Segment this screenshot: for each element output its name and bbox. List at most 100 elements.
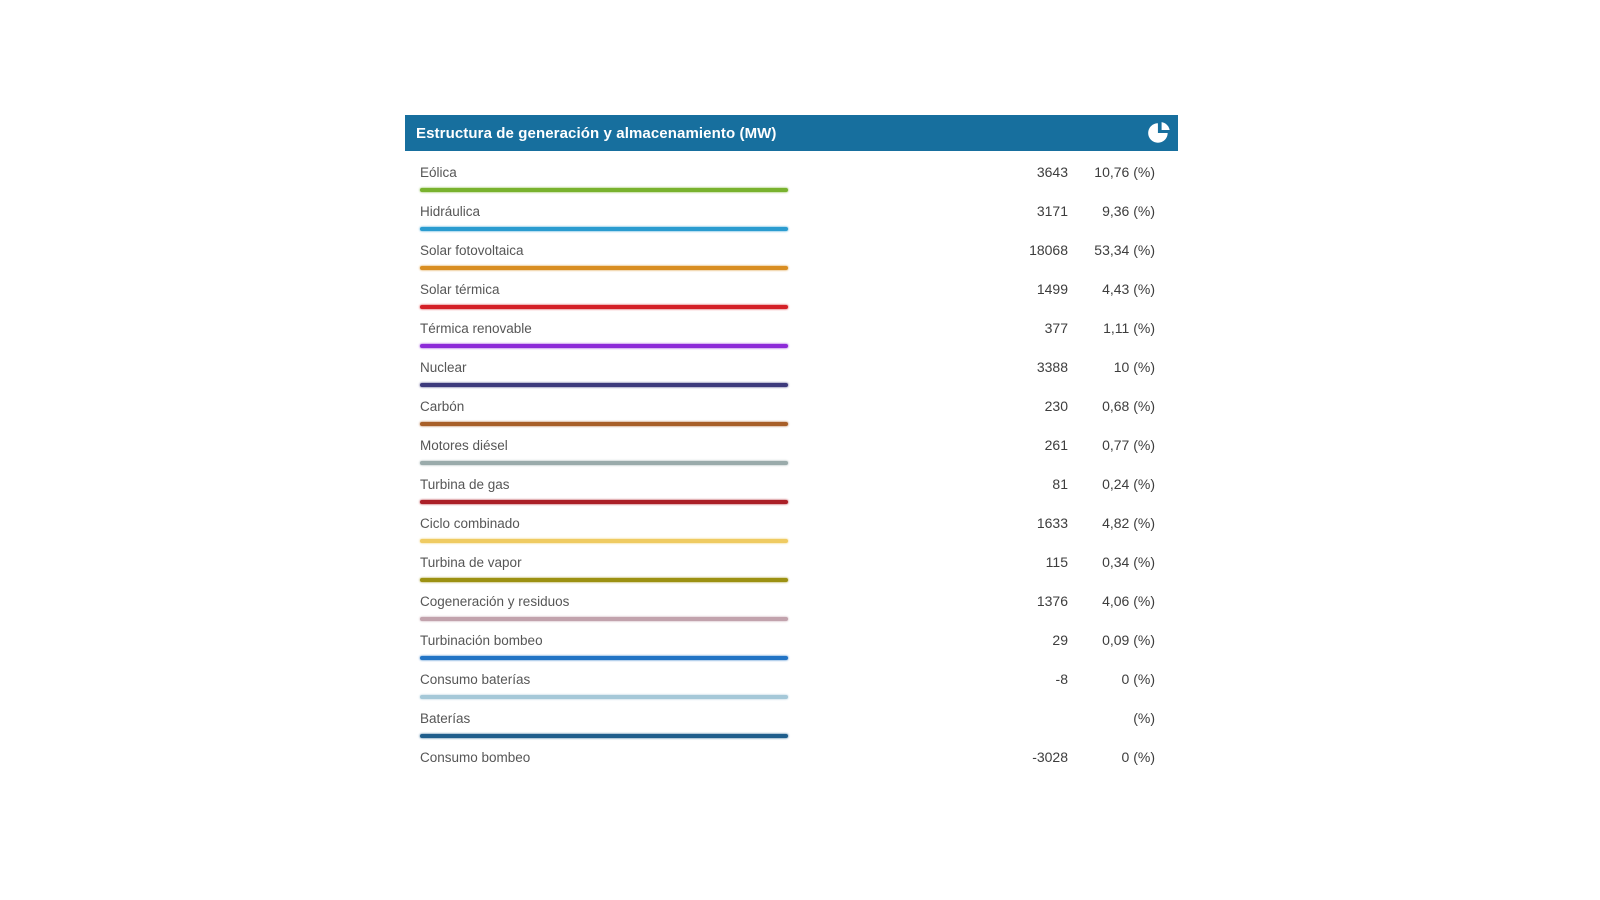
- row-text-line: Turbina de vapor 115 0,34 (%): [420, 554, 1155, 571]
- row-value-mw: 3171: [1036, 203, 1068, 219]
- pie-chart-icon[interactable]: [1145, 120, 1172, 147]
- row-label: Solar térmica: [420, 282, 500, 297]
- row-label: Turbina de vapor: [420, 555, 522, 570]
- row-color-line: [420, 422, 788, 426]
- generation-row[interactable]: Turbina de vapor 115 0,34 (%): [405, 554, 1178, 582]
- generation-row[interactable]: Consumo baterías -8 0 (%): [405, 671, 1178, 699]
- row-color-line: [420, 656, 788, 660]
- row-label: Carbón: [420, 399, 465, 414]
- generation-row[interactable]: Hidráulica 3171 9,36 (%): [405, 203, 1178, 231]
- row-text-line: Turbina de gas 81 0,24 (%): [420, 476, 1155, 493]
- row-label: Cogeneración y residuos: [420, 594, 570, 609]
- row-value-percent: 0,77 (%): [1102, 437, 1155, 453]
- row-color-line: [420, 461, 788, 465]
- row-color-line: [420, 188, 788, 192]
- row-text-line: Ciclo combinado 1633 4,82 (%): [420, 515, 1155, 532]
- row-value-mw: 1376: [1036, 593, 1068, 609]
- panel-title: Estructura de generación y almacenamient…: [416, 124, 777, 142]
- row-label: Hidráulica: [420, 204, 481, 219]
- row-value-mw: -3028: [1032, 749, 1068, 765]
- generation-row[interactable]: Carbón 230 0,68 (%): [405, 398, 1178, 426]
- generation-row[interactable]: Nuclear 3388 10 (%): [405, 359, 1178, 387]
- row-value-percent: 9,36 (%): [1102, 203, 1155, 219]
- generation-row[interactable]: Solar fotovoltaica 18068 53,34 (%): [405, 242, 1178, 270]
- row-value-mw: -8: [1055, 671, 1068, 687]
- row-text-line: Carbón 230 0,68 (%): [420, 398, 1155, 415]
- generation-row[interactable]: Turbina de gas 81 0,24 (%): [405, 476, 1178, 504]
- generation-row[interactable]: Baterías (%): [405, 710, 1178, 738]
- row-text-line: Cogeneración y residuos 1376 4,06 (%): [420, 593, 1155, 610]
- row-label: Nuclear: [420, 360, 467, 375]
- generation-row[interactable]: Consumo bombeo -3028 0 (%): [405, 749, 1178, 777]
- row-value-percent: 0 (%): [1121, 749, 1155, 765]
- row-color-line: [420, 383, 788, 387]
- row-label: Térmica renovable: [420, 321, 532, 336]
- row-color-line: [420, 734, 788, 738]
- row-text-line: Consumo bombeo -3028 0 (%): [420, 749, 1155, 766]
- row-label: Motores diésel: [420, 438, 508, 453]
- row-color-line: [420, 500, 788, 504]
- row-value-percent: 0,34 (%): [1102, 554, 1155, 570]
- row-color-line: [420, 695, 788, 699]
- row-value-mw: 115: [1045, 554, 1068, 570]
- row-color-line: [420, 305, 788, 309]
- row-color-line: [420, 266, 788, 270]
- row-value-mw: 18068: [1029, 242, 1068, 258]
- row-text-line: Eólica 3643 10,76 (%): [420, 164, 1155, 181]
- row-text-line: Consumo baterías -8 0 (%): [420, 671, 1155, 688]
- generation-row[interactable]: Ciclo combinado 1633 4,82 (%): [405, 515, 1178, 543]
- generation-row[interactable]: Solar térmica 1499 4,43 (%): [405, 281, 1178, 309]
- generation-structure-panel: Estructura de generación y almacenamient…: [405, 115, 1178, 788]
- row-value-percent: 10 (%): [1113, 359, 1155, 375]
- row-value-mw: 81: [1052, 476, 1068, 492]
- row-text-line: Solar térmica 1499 4,43 (%): [420, 281, 1155, 298]
- generation-row[interactable]: Térmica renovable 377 1,11 (%): [405, 320, 1178, 348]
- row-value-percent: 1,11 (%): [1103, 320, 1155, 336]
- row-value-mw: 230: [1044, 398, 1068, 414]
- generation-row[interactable]: Motores diésel 261 0,77 (%): [405, 437, 1178, 465]
- row-value-percent: 0,24 (%): [1102, 476, 1155, 492]
- row-label: Solar fotovoltaica: [420, 243, 524, 258]
- row-value-percent: 0,68 (%): [1102, 398, 1155, 414]
- panel-header: Estructura de generación y almacenamient…: [405, 115, 1178, 151]
- row-text-line: Motores diésel 261 0,77 (%): [420, 437, 1155, 454]
- row-color-line: [420, 578, 788, 582]
- row-value-mw: 29: [1052, 632, 1068, 648]
- row-label: Baterías: [420, 711, 471, 726]
- generation-row[interactable]: Turbinación bombeo 29 0,09 (%): [405, 632, 1178, 660]
- row-text-line: Turbinación bombeo 29 0,09 (%): [420, 632, 1155, 649]
- row-value-percent: (%): [1133, 710, 1155, 726]
- row-text-line: Hidráulica 3171 9,36 (%): [420, 203, 1155, 220]
- row-value-percent: 4,43 (%): [1102, 281, 1155, 297]
- row-label: Consumo bombeo: [420, 750, 531, 765]
- row-value-mw: 1633: [1036, 515, 1068, 531]
- row-label: Ciclo combinado: [420, 516, 520, 531]
- row-value-mw: 3643: [1036, 164, 1068, 180]
- row-color-line: [420, 617, 788, 621]
- row-color-line: [420, 539, 788, 543]
- row-value-mw: 1499: [1036, 281, 1068, 297]
- row-value-percent: 0,09 (%): [1102, 632, 1155, 648]
- row-text-line: Baterías (%): [420, 710, 1155, 727]
- row-value-mw: 3388: [1036, 359, 1068, 375]
- row-text-line: Térmica renovable 377 1,11 (%): [420, 320, 1155, 337]
- row-label: Turbina de gas: [420, 477, 510, 492]
- row-value-percent: 4,06 (%): [1102, 593, 1155, 609]
- row-value-percent: 10,76 (%): [1094, 164, 1155, 180]
- row-text-line: Solar fotovoltaica 18068 53,34 (%): [420, 242, 1155, 259]
- row-value-percent: 4,82 (%): [1102, 515, 1155, 531]
- row-color-line: [420, 227, 788, 231]
- row-color-line: [420, 344, 788, 348]
- generation-row[interactable]: Cogeneración y residuos 1376 4,06 (%): [405, 593, 1178, 621]
- row-label: Eólica: [420, 165, 457, 180]
- row-value-mw: 261: [1044, 437, 1068, 453]
- generation-row[interactable]: Eólica 3643 10,76 (%): [405, 164, 1178, 192]
- generation-rows-container: Eólica 3643 10,76 (%) Hidráulica 3171 9,…: [405, 151, 1178, 777]
- row-text-line: Nuclear 3388 10 (%): [420, 359, 1155, 376]
- row-value-mw: 377: [1044, 320, 1068, 336]
- row-value-percent: 53,34 (%): [1094, 242, 1155, 258]
- row-label: Turbinación bombeo: [420, 633, 543, 648]
- row-label: Consumo baterías: [420, 672, 531, 687]
- row-value-percent: 0 (%): [1121, 671, 1155, 687]
